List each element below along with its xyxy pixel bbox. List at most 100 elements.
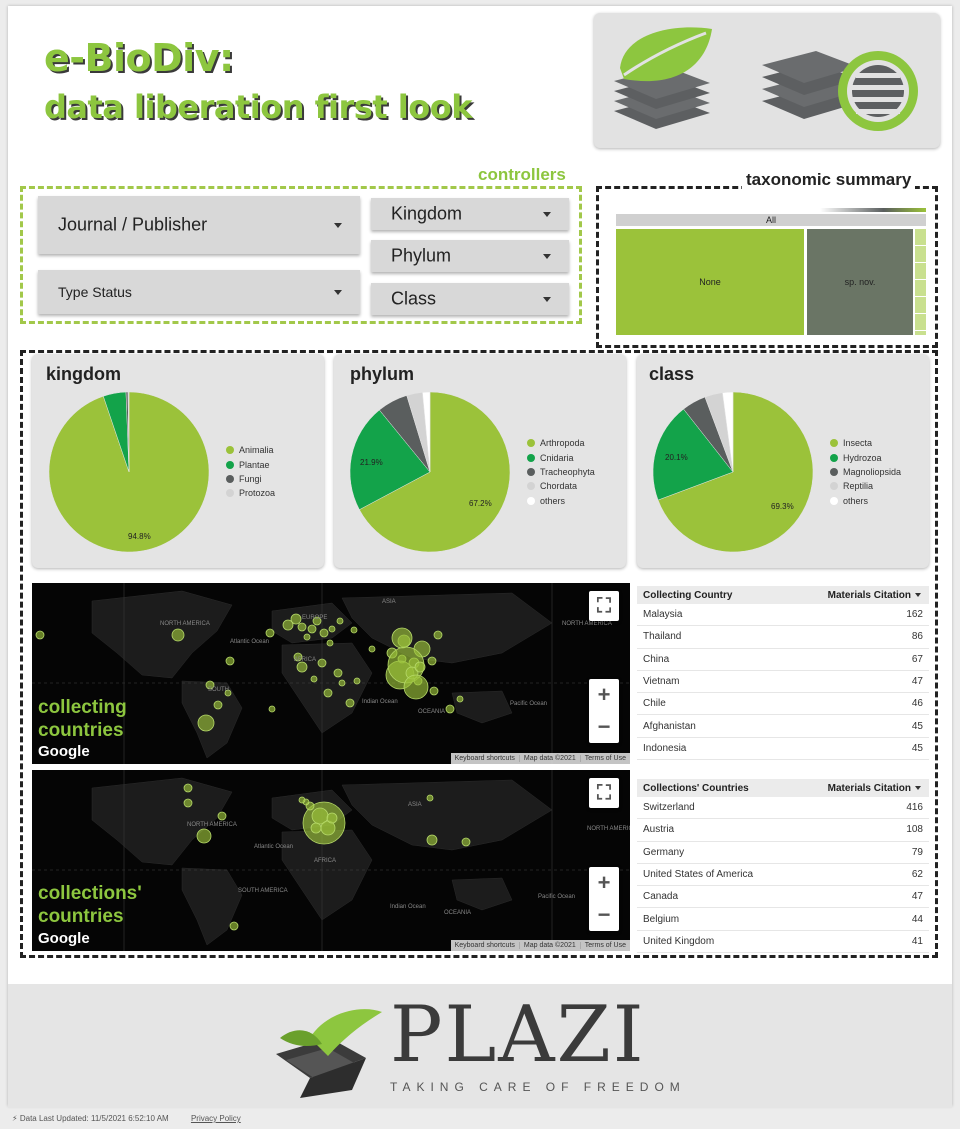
legend-swatch-icon xyxy=(830,482,838,491)
citation-count-cell: 41 xyxy=(911,935,923,947)
country-cell: China xyxy=(643,653,670,665)
color-scale-bar xyxy=(820,208,926,212)
legend-swatch-icon xyxy=(226,489,234,498)
column-header-citations[interactable]: Materials Citation xyxy=(828,590,921,601)
pie-slice-protozoa[interactable] xyxy=(127,391,130,473)
class-dropdown[interactable]: Class xyxy=(371,283,569,315)
legend-item[interactable]: Fungi xyxy=(226,472,275,486)
map-label: SOUTH AMERICA xyxy=(238,888,288,894)
table-row[interactable]: Vietnam 47 xyxy=(637,671,929,694)
table-row[interactable]: Austria 108 xyxy=(637,819,929,842)
phylum-dropdown[interactable]: Phylum xyxy=(371,240,569,272)
kingdom-dropdown[interactable]: Kingdom xyxy=(371,198,569,230)
class-pie-chart[interactable] xyxy=(637,354,929,568)
zoom-out-button[interactable]: − xyxy=(597,714,611,739)
class-legend: Insecta Hydrozoa Magnoliopsida Reptilia … xyxy=(830,436,901,508)
table-row[interactable]: Indonesia 45 xyxy=(637,738,929,761)
legend-label: Fungi xyxy=(239,473,262,484)
privacy-policy-link[interactable]: Privacy Policy xyxy=(190,1114,241,1123)
country-cell: United Kingdom xyxy=(643,935,715,947)
column-header-country[interactable]: Collecting Country xyxy=(643,589,733,601)
keyboard-shortcuts-link[interactable]: Keyboard shortcuts xyxy=(454,942,515,949)
pie-slice-hydrozoa[interactable] xyxy=(652,408,734,501)
table-row[interactable]: Afghanistan 45 xyxy=(637,715,929,738)
citation-count-cell: 67 xyxy=(911,653,923,665)
legend-item[interactable]: Animalia xyxy=(226,443,275,457)
pie-slice-cnidaria[interactable] xyxy=(349,409,431,510)
legend-label: Cnidaria xyxy=(540,452,574,463)
main-frame xyxy=(20,350,938,958)
column-header-country[interactable]: Collections' Countries xyxy=(643,782,749,794)
legend-item[interactable]: Plantae xyxy=(226,457,275,471)
controllers-label: controllers xyxy=(474,165,570,185)
map-label: Indian Ocean xyxy=(390,904,426,910)
map-label: AFRICA xyxy=(294,657,316,663)
type-status-dropdown[interactable]: Type Status xyxy=(38,270,360,314)
legend-item[interactable]: Hydrozoa xyxy=(830,450,901,464)
fullscreen-button[interactable]: ⛶ xyxy=(589,591,619,621)
treemap-cell-none[interactable]: None xyxy=(616,229,804,335)
table-row[interactable]: Germany 79 xyxy=(637,842,929,864)
pie-slice-insecta[interactable] xyxy=(657,391,814,553)
country-cell: Chile xyxy=(643,698,666,710)
table-row[interactable]: Malaysia 162 xyxy=(637,604,929,627)
pie-slice-others[interactable] xyxy=(422,391,431,473)
journal-publisher-label: Journal / Publisher xyxy=(58,214,208,235)
treemap-header[interactable]: All xyxy=(616,214,926,226)
overlay-line: countries xyxy=(38,906,124,927)
collections-countries-map[interactable]: ASIA NORTH AMERICA SOUTH AMERICA AFRICA … xyxy=(32,770,630,951)
legend-item[interactable]: Cnidaria xyxy=(527,450,595,464)
legend-item[interactable]: others xyxy=(830,494,901,508)
map-label: ASIA xyxy=(408,802,422,808)
treemap-cell-sp-nov[interactable]: sp. nov. xyxy=(807,229,913,335)
terms-of-use-link[interactable]: Terms of Use xyxy=(579,755,630,762)
legend-item[interactable]: Reptilia xyxy=(830,479,901,493)
legend-item[interactable]: Protozoa xyxy=(226,486,275,500)
table-row[interactable]: Canada 47 xyxy=(637,886,929,909)
overlay-line: collections' xyxy=(38,883,142,904)
zoom-in-button[interactable]: + xyxy=(597,870,611,895)
column-header-citations[interactable]: Materials Citation xyxy=(828,783,921,794)
phylum-legend: Arthropoda Cnidaria Tracheophyta Chordat… xyxy=(527,436,595,508)
world-map-background: ASIA NORTH AMERICA SOUTH AFRICA EUROPE A… xyxy=(32,583,630,764)
plazi-logo-icon xyxy=(276,1009,382,1098)
pie-slice-others[interactable] xyxy=(722,391,734,473)
pie-slice-arthropoda[interactable] xyxy=(359,391,511,553)
table-row[interactable]: China 67 xyxy=(637,649,929,671)
kingdom-pie-chart[interactable] xyxy=(32,354,324,568)
treemap-small-cells[interactable] xyxy=(915,229,926,335)
legend-swatch-icon xyxy=(527,496,535,505)
terms-of-use-link[interactable]: Terms of Use xyxy=(579,942,630,949)
table-row[interactable]: United States of America 62 xyxy=(637,864,929,887)
legend-item[interactable]: Tracheophyta xyxy=(527,465,595,479)
zoom-in-button[interactable]: + xyxy=(597,682,611,707)
legend-item[interactable]: Arthropoda xyxy=(527,436,595,450)
citation-count-cell: 46 xyxy=(911,698,923,710)
ebiodiv-logo-icon xyxy=(614,27,918,131)
legend-swatch-icon xyxy=(226,460,234,469)
plazi-brand: PLAZI xyxy=(390,990,646,1080)
journal-publisher-dropdown[interactable]: Journal / Publisher xyxy=(38,196,360,254)
map-label: NORTH AMERICA xyxy=(587,826,630,832)
phylum-pie-chart[interactable] xyxy=(334,354,626,568)
legend-item[interactable]: Magnoliopsida xyxy=(830,465,901,479)
table-row[interactable]: Switzerland 416 xyxy=(637,797,929,820)
legend-item[interactable]: others xyxy=(527,494,595,508)
table-row[interactable]: United Kingdom 41 xyxy=(637,931,929,954)
legend-item[interactable]: Chordata xyxy=(527,479,595,493)
chevron-down-icon xyxy=(334,290,342,295)
legend-item[interactable]: Insecta xyxy=(830,436,901,450)
table-row[interactable]: Thailand 86 xyxy=(637,626,929,649)
keyboard-shortcuts-link[interactable]: Keyboard shortcuts xyxy=(454,755,515,762)
legend-swatch-icon xyxy=(527,439,535,448)
map-label: AFRICA xyxy=(314,858,336,864)
overlay-line: countries xyxy=(38,720,124,741)
google-logo: Google xyxy=(38,743,90,760)
table-row[interactable]: Chile 46 xyxy=(637,693,929,716)
legend-swatch-icon xyxy=(226,474,234,483)
table-row[interactable]: Belgium 44 xyxy=(637,908,929,931)
fullscreen-button[interactable]: ⛶ xyxy=(589,778,619,808)
legend-swatch-icon xyxy=(830,439,838,448)
collecting-countries-map[interactable]: ASIA NORTH AMERICA SOUTH AFRICA EUROPE A… xyxy=(32,583,630,764)
zoom-out-button[interactable]: − xyxy=(597,902,611,927)
